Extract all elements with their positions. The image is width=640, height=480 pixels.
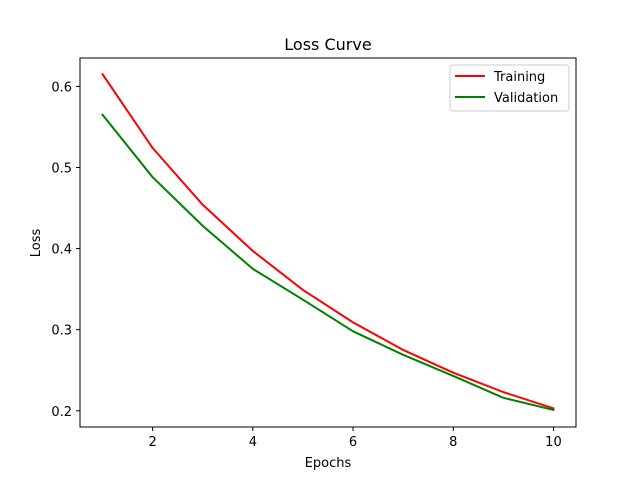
chart-title: Loss Curve	[284, 35, 371, 54]
series-layer	[101, 72, 555, 412]
legend-label-training: Training	[493, 70, 545, 85]
x-tick-label: 10	[545, 435, 562, 450]
x-tick-label: 2	[149, 435, 157, 450]
y-tick-label: 0.3	[51, 324, 72, 339]
plot-frame	[79, 57, 577, 428]
series-line-validation	[101, 113, 555, 412]
x-tick-label: 8	[449, 435, 457, 450]
y-axis-label: Loss	[29, 229, 44, 258]
y-tick-label: 0.6	[51, 80, 72, 95]
y-tick-label: 0.5	[51, 161, 72, 176]
series-line-training	[101, 72, 555, 410]
tick-layer: 2 4 6 8 10 0.2 0.3 0.4 0.5 0.6	[51, 80, 561, 450]
x-axis-label: Epochs	[305, 456, 352, 471]
x-tick-label: 4	[249, 435, 257, 450]
legend: Training Validation	[449, 64, 570, 112]
y-tick-label: 0.4	[51, 243, 72, 258]
y-tick-label: 0.2	[51, 405, 72, 420]
legend-label-validation: Validation	[494, 91, 558, 106]
x-tick-label: 6	[349, 435, 357, 450]
